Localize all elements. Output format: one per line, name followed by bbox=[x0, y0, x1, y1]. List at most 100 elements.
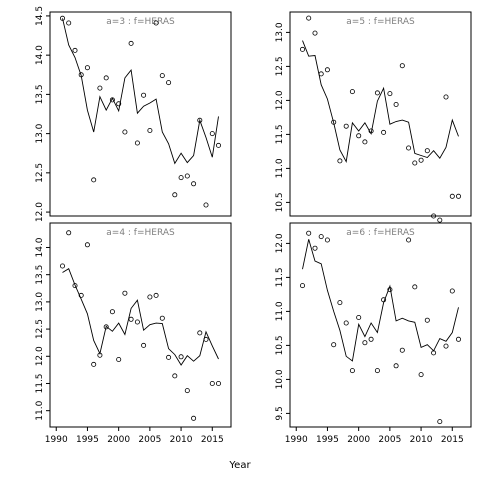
data-point bbox=[141, 92, 147, 98]
data-point bbox=[437, 419, 443, 425]
data-point bbox=[431, 213, 437, 219]
data-point bbox=[153, 292, 159, 298]
data-point bbox=[103, 324, 109, 330]
data-point bbox=[318, 234, 324, 240]
data-point bbox=[178, 354, 184, 360]
data-point bbox=[381, 129, 387, 135]
data-point bbox=[306, 230, 312, 236]
data-point bbox=[134, 140, 140, 146]
data-point bbox=[166, 80, 172, 86]
data-point bbox=[103, 75, 109, 81]
data-point bbox=[368, 336, 374, 342]
data-point bbox=[66, 20, 72, 26]
data-point bbox=[424, 148, 430, 154]
x-tick-label: 2000 bbox=[107, 435, 130, 445]
panel-a5: a=5 : f=HERAS 10.5 11.0 11.5 12.0 12.5 13.0 bbox=[275, 11, 472, 223]
data-point bbox=[91, 177, 97, 183]
data-point bbox=[215, 380, 221, 386]
data-point bbox=[455, 193, 461, 199]
data-point bbox=[343, 320, 349, 326]
y-tick-label: 13.5 bbox=[35, 84, 45, 104]
data-point bbox=[122, 290, 128, 296]
panel-a6: a=6 : f=HERAS 9.5 10.0 10.5 11.0 11.5 12.0 1990… bbox=[275, 222, 472, 445]
data-point bbox=[141, 342, 147, 348]
data-point bbox=[91, 361, 97, 367]
x-tick-label: 2010 bbox=[410, 435, 433, 445]
data-point bbox=[312, 245, 318, 251]
y-tick-label: 10.5 bbox=[275, 192, 285, 212]
y-tick-label: 10.5 bbox=[275, 335, 285, 355]
data-point bbox=[299, 283, 305, 289]
data-point bbox=[134, 319, 140, 325]
data-point bbox=[191, 415, 197, 421]
plot-frame-a3 bbox=[49, 11, 232, 217]
plot-frame-a4 bbox=[49, 222, 232, 428]
data-point bbox=[147, 294, 153, 300]
data-point bbox=[406, 145, 412, 151]
x-tick-label: 2010 bbox=[170, 435, 193, 445]
data-point bbox=[209, 380, 215, 386]
data-point bbox=[191, 181, 197, 187]
data-point bbox=[455, 336, 461, 342]
data-point bbox=[362, 139, 368, 145]
data-point bbox=[184, 388, 190, 394]
y-tick-label: 10.0 bbox=[275, 369, 285, 389]
data-point bbox=[374, 368, 380, 374]
data-point bbox=[374, 90, 380, 96]
plot-frame-a5 bbox=[289, 11, 472, 217]
data-point bbox=[349, 89, 355, 95]
y-tick-label: 11.0 bbox=[275, 301, 285, 321]
x-tick-label: 1990 bbox=[45, 435, 68, 445]
x-tick-label: 2015 bbox=[201, 435, 224, 445]
fitted-line-a5 bbox=[302, 40, 459, 163]
data-point bbox=[437, 217, 443, 223]
data-point bbox=[324, 237, 330, 243]
data-point bbox=[203, 202, 209, 208]
data-point bbox=[178, 175, 184, 181]
y-tick-label: 11.0 bbox=[275, 158, 285, 178]
panel-title-a6: a=6 : f=HERAS bbox=[346, 228, 415, 238]
plot-frame-a6 bbox=[289, 222, 472, 428]
data-point bbox=[116, 356, 122, 362]
data-point bbox=[72, 47, 78, 53]
data-point bbox=[449, 193, 455, 199]
fitted-line-a4 bbox=[62, 268, 219, 366]
data-point bbox=[356, 133, 362, 139]
data-point bbox=[431, 350, 437, 356]
data-point bbox=[128, 40, 134, 46]
y-tick-label: 14.0 bbox=[35, 45, 45, 65]
data-point bbox=[159, 315, 165, 321]
data-point bbox=[72, 283, 78, 289]
data-point bbox=[166, 354, 172, 360]
y-tick-label: 12.0 bbox=[35, 346, 45, 366]
data-point bbox=[443, 343, 449, 349]
y-tick-label: 13.0 bbox=[275, 22, 285, 42]
data-point bbox=[318, 71, 324, 77]
data-point bbox=[356, 314, 362, 320]
y-tick-label: 14.5 bbox=[35, 6, 45, 26]
x-tick-label: 1990 bbox=[285, 435, 308, 445]
data-point bbox=[406, 237, 412, 243]
x-tick-label: 2005 bbox=[138, 435, 161, 445]
y-tick-label: 12.0 bbox=[275, 90, 285, 110]
y-tick-label: 12.5 bbox=[275, 56, 285, 76]
x-tick-label: 1995 bbox=[316, 435, 339, 445]
data-point bbox=[337, 300, 343, 306]
y-tick-label: 13.5 bbox=[35, 265, 45, 285]
data-point bbox=[412, 160, 418, 166]
data-point bbox=[128, 316, 134, 322]
x-tick-label: 2005 bbox=[378, 435, 401, 445]
x-tick-label: 2000 bbox=[347, 435, 370, 445]
data-point bbox=[412, 284, 418, 290]
data-point bbox=[122, 129, 128, 135]
y-tick-label: 12.5 bbox=[35, 319, 45, 339]
data-point bbox=[399, 347, 405, 353]
data-point bbox=[343, 123, 349, 129]
fitted-line-a3 bbox=[62, 18, 219, 165]
y-tick-label: 12.5 bbox=[35, 163, 45, 183]
data-point bbox=[60, 263, 66, 269]
y-tick-label: 11.5 bbox=[275, 267, 285, 287]
y-tick-label: 11.0 bbox=[35, 400, 45, 420]
x-tick-label: 1995 bbox=[76, 435, 99, 445]
data-point bbox=[197, 330, 203, 336]
